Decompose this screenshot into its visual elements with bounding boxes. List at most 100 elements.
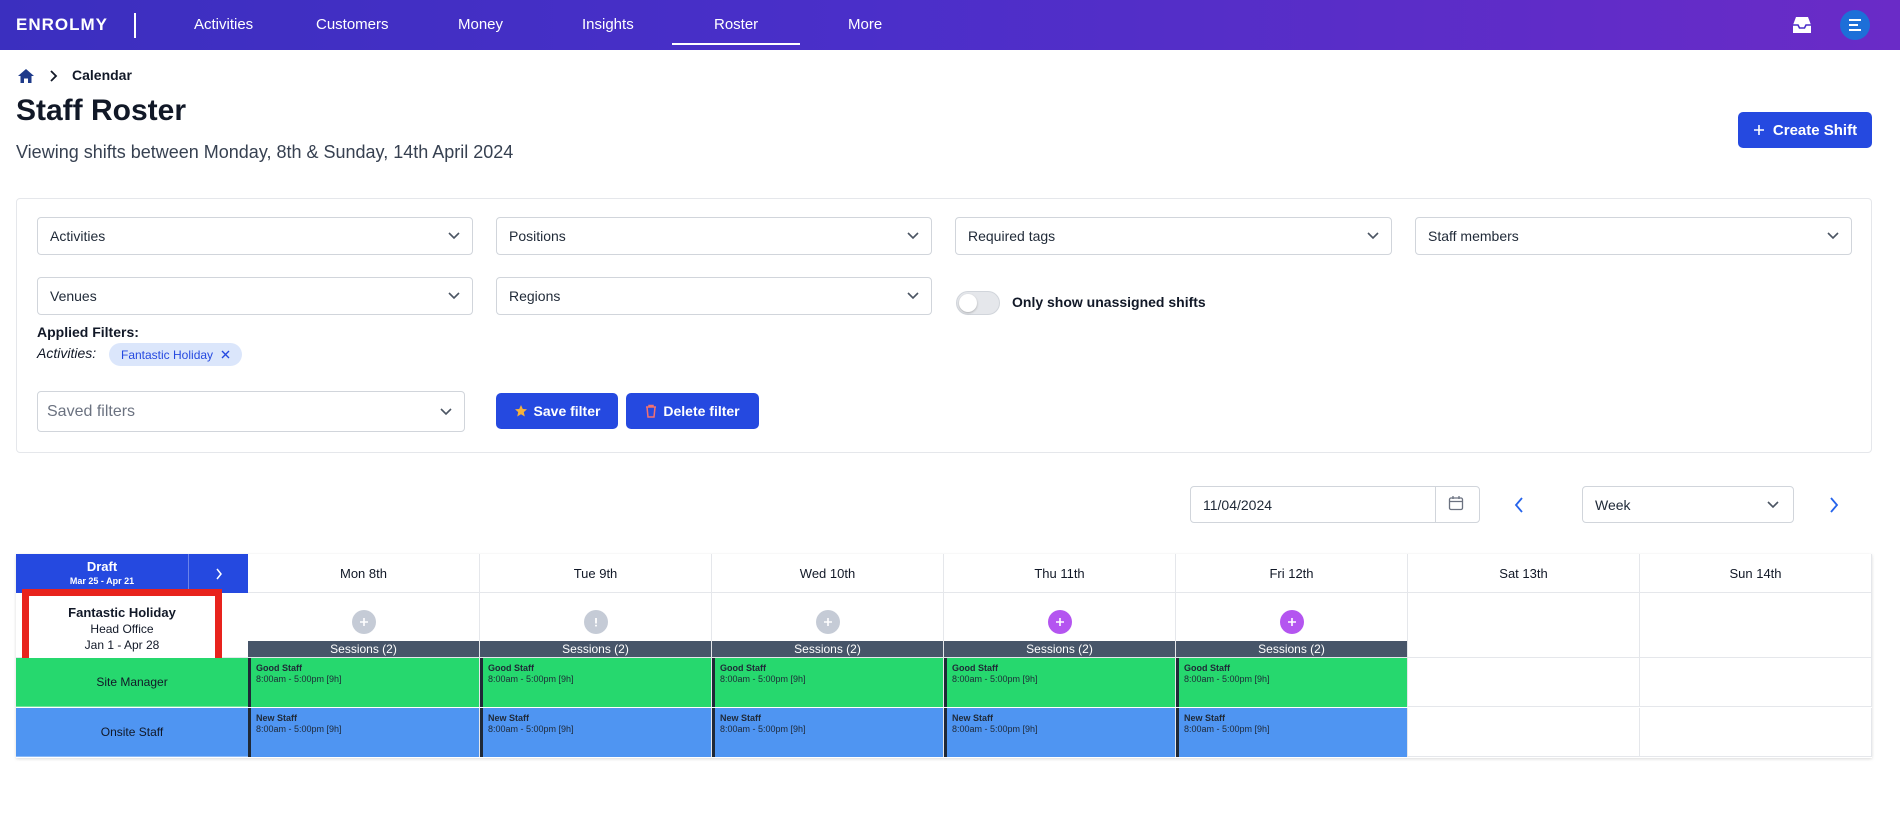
session-cell-wed: Sessions (2) [712, 593, 944, 658]
sessions-bar[interactable]: Sessions (2) [712, 641, 943, 657]
plus-icon [1056, 618, 1064, 626]
activity-card[interactable]: Fantastic Holiday Head Office Jan 1 - Ap… [22, 589, 222, 667]
nav-roster[interactable]: Roster [714, 16, 759, 33]
date-picker-input[interactable]: 11/04/2024 [1190, 486, 1480, 523]
chevron-down-icon [1767, 501, 1779, 509]
nav-insights[interactable]: Insights [582, 16, 634, 33]
session-alert-button[interactable] [584, 610, 608, 634]
applied-filter-key: Activities: [37, 345, 97, 361]
toggle-knob [959, 294, 977, 312]
nav-more[interactable]: More [848, 16, 883, 33]
date-picker-divider [1435, 487, 1436, 522]
shift-time: 8:00am - 5:00pm [9h] [488, 674, 574, 684]
save-filter-button[interactable]: Save filter [496, 393, 618, 429]
day-header-mon: Mon 8th [248, 554, 480, 593]
user-avatar[interactable] [1840, 10, 1870, 40]
draft-next-button[interactable] [188, 554, 248, 593]
shift-block[interactable]: Good Staff 8:00am - 5:00pm [9h] [944, 658, 1176, 707]
chevron-down-icon [448, 232, 460, 240]
calendar-icon[interactable] [1448, 495, 1464, 511]
draft-period-header[interactable]: Draft Mar 25 - Apr 21 [16, 554, 188, 593]
session-cell-sat[interactable] [1408, 593, 1640, 658]
add-shift-button[interactable] [816, 610, 840, 634]
nav-money[interactable]: Money [458, 16, 504, 33]
shift-staff-name: Good Staff [488, 663, 534, 673]
shift-time: 8:00am - 5:00pm [9h] [488, 724, 574, 734]
shift-staff-name: New Staff [1184, 713, 1226, 723]
plus-icon [1288, 618, 1296, 626]
activity-venue: Head Office [90, 622, 154, 636]
breadcrumb-calendar[interactable]: Calendar [72, 67, 132, 83]
create-shift-label: Create Shift [1772, 121, 1858, 139]
plus-icon [824, 618, 832, 626]
activities-select[interactable]: Activities [37, 217, 473, 255]
empty-shift-cell[interactable] [1640, 708, 1872, 757]
shift-time: 8:00am - 5:00pm [9h] [1184, 724, 1270, 734]
saved-filters-select[interactable]: Saved filters [37, 391, 465, 432]
shift-time: 8:00am - 5:00pm [9h] [952, 724, 1038, 734]
plus-icon [360, 618, 368, 626]
applied-filter-chip: Fantastic Holiday [109, 343, 243, 366]
shift-block[interactable]: New Staff 8:00am - 5:00pm [9h] [1176, 708, 1408, 757]
staff-members-select[interactable]: Staff members [1415, 217, 1852, 255]
delete-filter-label: Delete filter [663, 403, 740, 419]
nav-activities[interactable]: Activities [194, 16, 254, 33]
venues-select-label: Venues [50, 288, 97, 304]
day-header-fri: Fri 12th [1176, 554, 1408, 593]
required-tags-select[interactable]: Required tags [955, 217, 1392, 255]
activity-name: Fantastic Holiday [68, 605, 176, 620]
shift-block[interactable]: Good Staff 8:00am - 5:00pm [9h] [480, 658, 712, 707]
add-shift-button[interactable] [352, 610, 376, 634]
sessions-bar[interactable]: Sessions (2) [248, 641, 479, 657]
breadcrumb-chevron-icon [50, 70, 58, 82]
home-icon[interactable] [17, 68, 35, 84]
user-menu-icon [1849, 19, 1861, 31]
day-header-tue: Tue 9th [480, 554, 712, 593]
nav-customers[interactable]: Customers [316, 16, 389, 33]
view-select[interactable]: Week [1582, 486, 1794, 523]
unassigned-shifts-label: Only show unassigned shifts [1012, 294, 1206, 310]
day-header-sun: Sun 14th [1640, 554, 1872, 593]
shift-block[interactable]: New Staff 8:00am - 5:00pm [9h] [944, 708, 1176, 757]
draft-title: Draft [86, 559, 118, 574]
regions-select-label: Regions [509, 288, 561, 304]
shift-block[interactable]: Good Staff 8:00am - 5:00pm [9h] [248, 658, 480, 707]
sessions-bar[interactable]: Sessions (2) [944, 641, 1175, 657]
trash-icon [646, 404, 657, 418]
session-cell-sun[interactable] [1640, 593, 1872, 658]
previous-week-icon[interactable] [1513, 496, 1525, 514]
staff-members-select-label: Staff members [1428, 228, 1519, 244]
shift-block[interactable]: Good Staff 8:00am - 5:00pm [9h] [712, 658, 944, 707]
chevron-down-icon [440, 408, 452, 416]
unassigned-shifts-toggle[interactable] [956, 291, 1000, 315]
inbox-icon[interactable] [1791, 15, 1813, 35]
shift-staff-name: Good Staff [720, 663, 766, 673]
regions-select[interactable]: Regions [496, 277, 932, 315]
empty-shift-cell[interactable] [1408, 708, 1640, 757]
create-shift-button[interactable]: Create Shift [1738, 112, 1872, 148]
empty-shift-cell[interactable] [1640, 658, 1872, 707]
plus-icon [1753, 125, 1764, 135]
next-week-icon[interactable] [1828, 496, 1840, 514]
remove-filter-icon[interactable] [221, 350, 230, 359]
sessions-bar[interactable]: Sessions (2) [1176, 641, 1407, 657]
page-subtitle: Viewing shifts between Monday, 8th & Sun… [16, 142, 514, 162]
shift-block[interactable]: New Staff 8:00am - 5:00pm [9h] [480, 708, 712, 757]
add-shift-button[interactable] [1048, 610, 1072, 634]
page-title: Staff Roster [16, 94, 187, 127]
delete-filter-button[interactable]: Delete filter [626, 393, 759, 429]
shift-block[interactable]: Good Staff 8:00am - 5:00pm [9h] [1176, 658, 1408, 707]
empty-shift-cell[interactable] [1408, 658, 1640, 707]
shift-block[interactable]: New Staff 8:00am - 5:00pm [9h] [248, 708, 480, 757]
shift-block[interactable]: New Staff 8:00am - 5:00pm [9h] [712, 708, 944, 757]
top-nav-bar: ENROLMY Activities Customers Money Insig… [0, 0, 1900, 50]
shift-staff-name: Good Staff [256, 663, 302, 673]
saved-filters-placeholder: Saved filters [47, 402, 136, 420]
positions-select[interactable]: Positions [496, 217, 932, 255]
required-tags-select-label: Required tags [968, 228, 1056, 244]
venues-select[interactable]: Venues [37, 277, 473, 315]
add-shift-button[interactable] [1280, 610, 1304, 634]
sessions-bar[interactable]: Sessions (2) [480, 641, 711, 657]
session-cell-tue: Sessions (2) [480, 593, 712, 658]
enrolmy-logo[interactable]: ENROLMY [16, 15, 108, 34]
